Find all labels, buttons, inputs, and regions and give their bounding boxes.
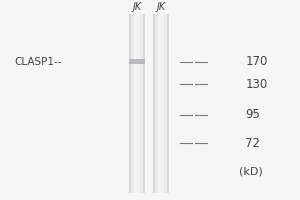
Bar: [131, 14, 143, 193]
Text: CLASP1--: CLASP1--: [14, 57, 61, 67]
Bar: [134, 14, 140, 193]
Text: 170: 170: [245, 55, 268, 68]
Bar: [158, 14, 164, 193]
Text: JK: JK: [133, 2, 142, 12]
Bar: [155, 14, 167, 193]
Bar: [129, 14, 145, 193]
Bar: [129, 59, 145, 64]
Text: 72: 72: [245, 137, 260, 150]
Text: 95: 95: [245, 108, 260, 121]
Bar: [153, 14, 169, 193]
Text: JK: JK: [156, 2, 166, 12]
Text: 130: 130: [245, 78, 268, 91]
Text: (kD): (kD): [239, 167, 263, 177]
